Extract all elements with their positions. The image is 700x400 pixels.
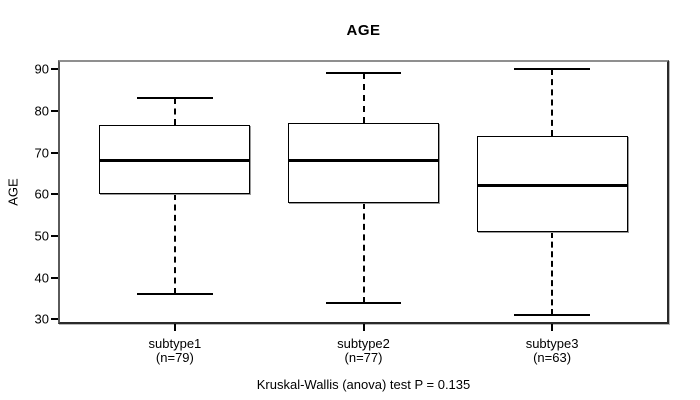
y-tick-mark xyxy=(51,109,58,112)
y-tick-mark xyxy=(51,193,58,196)
x-category-label: subtype2 (n=77) xyxy=(337,337,390,365)
y-tick-label: 80 xyxy=(34,103,49,119)
whisker-lower-cap xyxy=(514,314,590,317)
whisker-lower-line xyxy=(173,194,176,295)
y-tick-label: 90 xyxy=(34,61,49,77)
x-tick-mark xyxy=(362,324,365,331)
y-tick-label: 70 xyxy=(34,145,49,161)
y-tick-mark xyxy=(51,276,58,279)
iqr-box xyxy=(476,135,628,232)
y-tick-label: 30 xyxy=(34,311,49,327)
stat-test-annotation: Kruskal-Wallis (anova) test P = 0.135 xyxy=(256,377,471,392)
median-line xyxy=(99,159,251,163)
x-tick-mark xyxy=(173,324,176,331)
x-category-name: subtype2 xyxy=(337,336,390,351)
y-tick-mark xyxy=(51,318,58,321)
x-category-count: (n=79) xyxy=(155,350,194,365)
y-tick-label: 60 xyxy=(34,186,49,202)
whisker-lower-line xyxy=(362,202,365,303)
y-tick-label: 50 xyxy=(34,228,49,244)
x-category-name: subtype3 xyxy=(525,336,579,351)
x-category-count: (n=63) xyxy=(533,350,572,365)
y-tick-mark xyxy=(51,68,58,71)
y-tick-label: 40 xyxy=(34,270,49,286)
whisker-upper-line xyxy=(173,98,176,126)
y-tick-mark xyxy=(51,151,58,154)
x-category-label: subtype3 (n=63) xyxy=(526,337,579,365)
whisker-lower-cap xyxy=(325,301,402,304)
chart-title: AGE xyxy=(346,22,381,39)
y-tick-mark xyxy=(51,235,58,237)
whisker-lower-cap xyxy=(137,293,213,296)
x-category-name: subtype1 xyxy=(148,336,202,351)
x-category-count: (n=77) xyxy=(344,350,383,365)
whisker-upper-line xyxy=(362,73,365,124)
median-line xyxy=(288,159,439,163)
iqr-box xyxy=(288,123,439,203)
median-line xyxy=(476,184,628,188)
x-category-label: subtype1 (n=79) xyxy=(149,337,202,365)
whisker-lower-line xyxy=(551,231,554,316)
whisker-upper-line xyxy=(551,69,554,136)
x-tick-mark xyxy=(551,324,554,331)
